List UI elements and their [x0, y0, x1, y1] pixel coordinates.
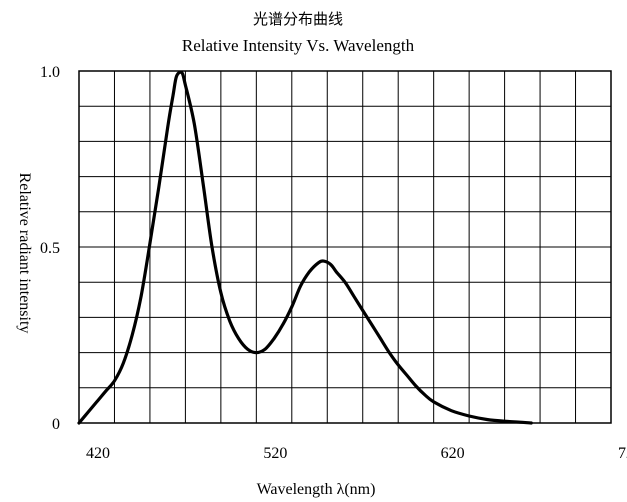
x-tick-label: 520 [263, 445, 287, 462]
grid [79, 71, 611, 423]
plot-frame [78, 70, 612, 424]
x-axis-label: Wavelength λ(nm) [257, 481, 376, 498]
y-axis-label: Relative radiant intensity [16, 173, 33, 334]
intensity-curve [77, 70, 533, 425]
y-tick-label: 1.0 [40, 64, 60, 81]
y-tick-label: 0 [52, 416, 60, 433]
chart-title: 光谱分布曲线 [253, 10, 343, 28]
x-tick-label: 420 [86, 445, 110, 462]
tick-labels: 420 520 620 720 0 0.5 1.0 [40, 64, 627, 462]
y-tick-label: 0.5 [40, 240, 60, 257]
x-tick-label: 720 [618, 445, 627, 462]
x-tick-label: 620 [441, 445, 465, 462]
chart-subtitle: Relative Intensity Vs. Wavelength [182, 36, 415, 55]
